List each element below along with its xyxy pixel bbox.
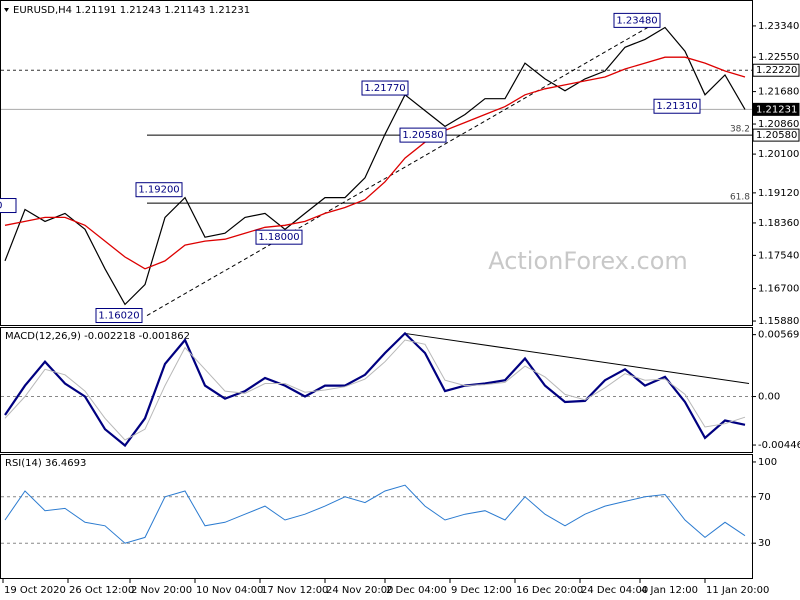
- y-tick-label: 1.23340: [758, 21, 799, 32]
- trendline: [404, 332, 750, 384]
- y-tick-label: 1.15880: [758, 316, 799, 327]
- price-annotation-box: [255, 229, 303, 245]
- x-tick-label: 17 Nov 12:00: [261, 585, 328, 596]
- price-annotation: 1.16020: [98, 311, 139, 322]
- price-annotation: 1.19200: [138, 185, 179, 196]
- price-box: [752, 102, 800, 116]
- series-line: [4, 339, 746, 441]
- x-tick-label: 16 Dec 20:00: [516, 585, 583, 596]
- price-box: [752, 128, 800, 142]
- price-annotation-box: [0, 198, 17, 214]
- price-annotation: 1.18000: [258, 232, 299, 243]
- series-line: [4, 26, 746, 306]
- x-tick-label: 2 Nov 20:00: [131, 585, 192, 596]
- macd-frame: [0, 327, 753, 453]
- rsi-frame: [0, 454, 753, 579]
- y-tick-label: 0.00: [758, 392, 780, 403]
- y-tick-label: 1.16700: [758, 284, 799, 295]
- x-tick-label: 19 Oct 2020: [4, 585, 66, 596]
- series-line: [4, 484, 746, 544]
- y-tick-label: 1.20860: [758, 119, 799, 130]
- x-tick-label: 2 Dec 04:00: [386, 585, 447, 596]
- y-tick-label: 1.17540: [758, 250, 799, 261]
- price-annotation: 1.21770: [364, 83, 405, 94]
- series-line: [4, 331, 746, 448]
- x-tick-label: 4 Jan 12:00: [641, 585, 698, 596]
- x-tick-label: 9 Dec 12:00: [451, 585, 512, 596]
- price-annotation: 800: [0, 201, 3, 212]
- y-tick-label: 100: [758, 457, 777, 468]
- x-tick-label: 24 Nov 20:00: [326, 585, 393, 596]
- y-tick-label: 1.20100: [758, 149, 799, 160]
- price-annotation-box: [95, 308, 143, 324]
- price-annotation: 1.21310: [656, 101, 697, 112]
- price-box-label: 1.22220: [756, 65, 797, 76]
- x-tick-label: 24 Dec 04:00: [581, 585, 648, 596]
- y-tick-label: 1.22550: [758, 52, 799, 63]
- panel-title: RSI(14) 36.4693: [5, 458, 86, 469]
- price-annotation-box: [653, 98, 701, 114]
- y-tick-label: 1.19120: [758, 188, 799, 199]
- header: EURUSD,H4 1.21191 1.21243 1.21143 1.2123…: [13, 5, 250, 16]
- fib-label: 61.8: [730, 193, 750, 203]
- price-annotation-box: [613, 12, 661, 28]
- y-tick-label: 30: [758, 538, 771, 549]
- y-tick-label: -0.00446: [758, 440, 800, 451]
- price-annotation-box: [399, 127, 447, 143]
- watermark: ActionForex.com: [488, 247, 688, 275]
- price-box-label: 1.21231: [756, 104, 797, 115]
- x-tick-label: 26 Oct 12:00: [69, 585, 134, 596]
- y-tick-label: 1.21680: [758, 87, 799, 98]
- fib-label: 38.2: [730, 125, 750, 135]
- x-tick-label: 11 Jan 20:00: [706, 585, 769, 596]
- price-frame: [0, 0, 753, 326]
- header-icon: [4, 8, 9, 12]
- trendline: [146, 19, 661, 316]
- price-annotation: 1.23480: [616, 15, 657, 26]
- x-tick-label: 10 Nov 04:00: [196, 585, 263, 596]
- y-tick-label: 1.18360: [758, 218, 799, 229]
- price-box: [752, 63, 800, 77]
- series-line: [4, 56, 746, 270]
- price-box-label: 1.20580: [756, 130, 797, 141]
- y-tick-label: 70: [758, 492, 771, 503]
- price-annotation-box: [135, 182, 183, 198]
- price-annotation-box: [361, 80, 409, 96]
- panel-title: MACD(12,26,9) -0.002218 -0.001862: [5, 331, 190, 342]
- price-annotation: 1.20580: [402, 130, 443, 141]
- y-tick-label: 0.00569: [758, 330, 799, 341]
